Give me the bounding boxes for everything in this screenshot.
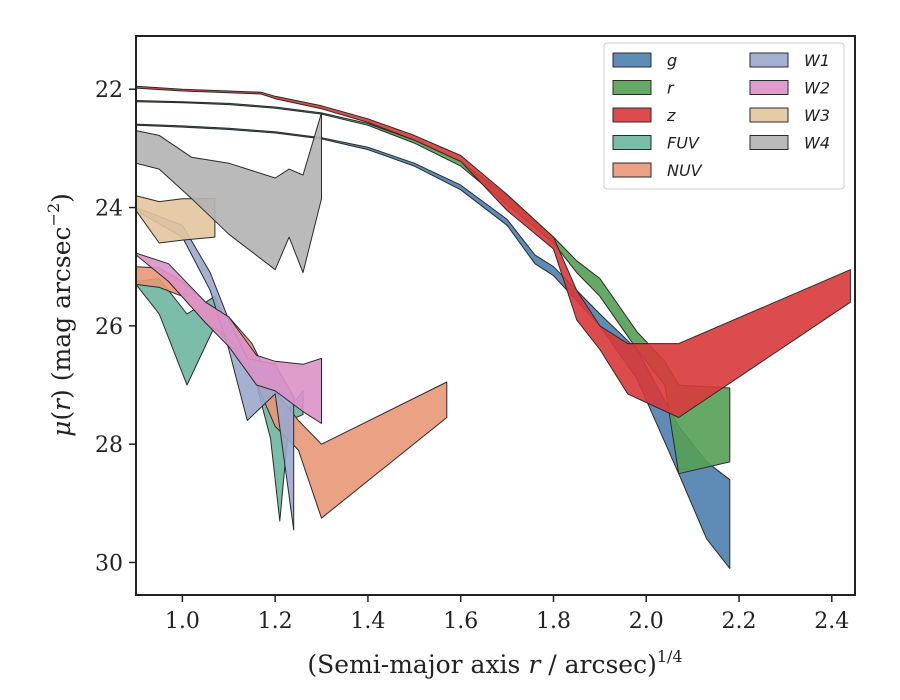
legend-label-w2: W2	[804, 79, 830, 98]
legend-swatch-w1	[749, 52, 789, 68]
legend-label-w4: W4	[804, 134, 830, 153]
x-tick-label: 1.6	[443, 609, 478, 634]
x-tick-label: 1.0	[165, 609, 200, 634]
legend-label-z: z	[666, 106, 676, 125]
series-band-r	[136, 100, 731, 475]
x-tick-label: 2.2	[722, 609, 757, 634]
legend-swatch-g	[612, 52, 652, 68]
series-band-g	[136, 123, 731, 569]
series-layer	[136, 85, 851, 569]
legend-swatch-fuv	[612, 135, 652, 150]
series-band-w4	[136, 112, 322, 274]
y-tick-label: 22	[95, 78, 123, 103]
legend-swatch-w3	[749, 107, 789, 123]
y-tick-label: 30	[95, 551, 123, 576]
legend: grz FUV NUV W1 W2 W3 W4	[603, 42, 845, 190]
legend-label-nuv: NUV	[667, 161, 703, 180]
series-band-w2	[136, 252, 322, 424]
legend-swatch-nuv	[612, 162, 652, 178]
x-tick-label: 1.8	[536, 609, 571, 634]
legend-label-w3: W3	[804, 106, 830, 125]
series-band-z	[136, 85, 851, 418]
series-band-w3	[136, 195, 216, 244]
legend-swatch-w4	[749, 135, 789, 150]
y-axis: 22 24 26 28 30	[95, 78, 136, 576]
legend-label-w1: W1	[804, 51, 830, 70]
legend-label-g: g	[667, 51, 677, 70]
y-axis-label: μ(r) (mag arcsec−2)	[44, 193, 76, 437]
legend-swatch-r	[612, 80, 652, 95]
x-tick-label: 1.4	[350, 609, 385, 634]
x-axis: 1.0 1.2 1.4 1.6 1.8 2.0 2.2 2.4	[165, 595, 849, 634]
x-axis-label: (Semi-major axis r / arcsec)1/4	[307, 647, 682, 679]
x-tick-label: 2.4	[814, 609, 849, 634]
legend-label-r: r	[667, 79, 675, 98]
x-tick-label: 1.2	[258, 609, 293, 634]
y-tick-label: 26	[95, 315, 123, 340]
y-tick-label: 24	[95, 197, 123, 222]
y-tick-label: 28	[95, 433, 123, 458]
plot-frame	[135, 35, 856, 596]
legend-swatch-w2	[749, 80, 789, 95]
legend-swatch-z	[612, 107, 652, 123]
legend-label-fuv: FUV	[667, 134, 700, 153]
x-tick-label: 2.0	[629, 609, 664, 634]
legend-frame	[603, 42, 845, 190]
